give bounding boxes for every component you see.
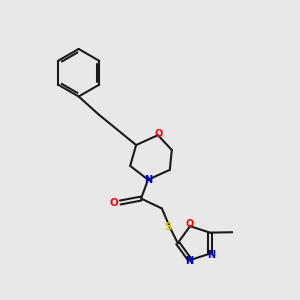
Text: O: O <box>155 129 163 139</box>
Text: N: N <box>185 256 193 266</box>
Text: S: S <box>164 222 172 232</box>
Text: N: N <box>207 250 215 260</box>
Text: N: N <box>144 175 152 185</box>
Text: O: O <box>110 197 119 208</box>
Text: O: O <box>186 219 194 229</box>
